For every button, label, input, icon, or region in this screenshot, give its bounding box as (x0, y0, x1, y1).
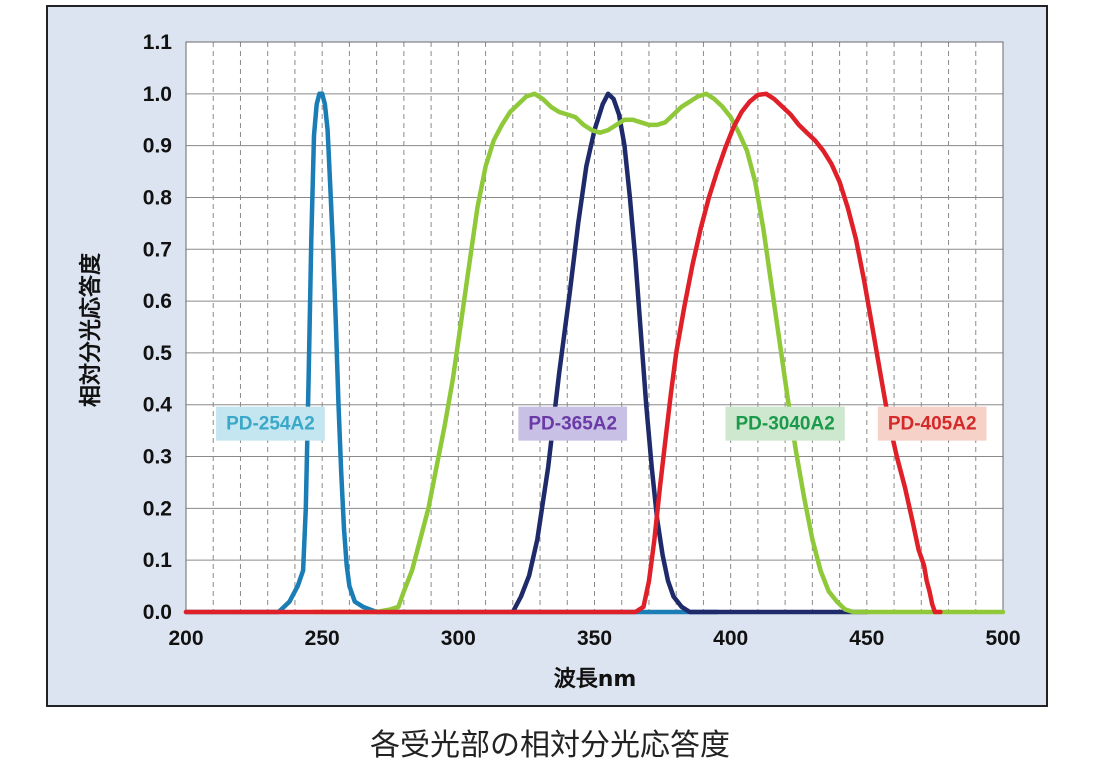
y-tick-label: 0.4 (143, 394, 173, 417)
x-tick-label: 200 (168, 627, 203, 650)
series-label-pd-3040a2: PD-3040A2 (725, 406, 845, 441)
x-tick-label: 350 (577, 627, 612, 650)
series-label-text: PD-254A2 (226, 414, 315, 435)
series-label-text: PD-3040A2 (735, 414, 834, 435)
y-tick-label: 0.5 (143, 342, 173, 365)
y-tick-label: 0.6 (143, 290, 172, 313)
y-tick-label: 0.0 (143, 601, 172, 624)
series-lines (183, 91, 1006, 615)
series-label-bg (725, 406, 845, 441)
series-label-pd-365a2: PD-365A2 (518, 406, 628, 441)
y-tick-label: 0.8 (143, 186, 173, 209)
x-tick-label: 450 (849, 627, 884, 650)
series-label-text: PD-405A2 (888, 414, 977, 435)
y-tick-label: 0.7 (143, 238, 172, 261)
x-tick-label: 300 (441, 627, 476, 650)
x-tick-label: 250 (305, 627, 340, 650)
series-line-pd-3040a2 (311, 91, 1006, 615)
y-tick-label: 1.0 (143, 83, 172, 106)
x-tick-label: 500 (985, 627, 1020, 650)
y-tick-label: 0.9 (143, 135, 172, 158)
axes: 0.0 0.1 0.2 0.3 0.4 0.5 0.6 0.7 0.8 0.9 1.0 1.1 200 2… (143, 31, 1021, 650)
series-label-pd-254a2: PD-254A2 (216, 406, 325, 441)
series-label-pd-405a2: PD-405A2 (877, 406, 987, 441)
series-label-text: PD-365A2 (528, 414, 617, 435)
x-axis-title: 波長nm (554, 667, 637, 692)
figure-caption: 各受光部の相対分光応答度 (370, 728, 730, 763)
series-labels: PD-254A2 PD-365A2 PD-3040A2 PD-405A2 (216, 406, 987, 441)
series-label-bg (518, 406, 628, 441)
y-tick-label: 1.1 (143, 31, 173, 54)
y-axis-title: 相対分光応答度 (78, 252, 104, 407)
x-tick-label: 400 (713, 627, 748, 650)
series-line-pd-405a2 (183, 91, 943, 615)
y-tick-label: 0.3 (143, 446, 172, 469)
series-label-bg (216, 406, 325, 441)
y-tick-label: 0.2 (143, 497, 172, 520)
series-label-bg (877, 406, 987, 441)
y-tick-label: 0.1 (143, 549, 173, 572)
